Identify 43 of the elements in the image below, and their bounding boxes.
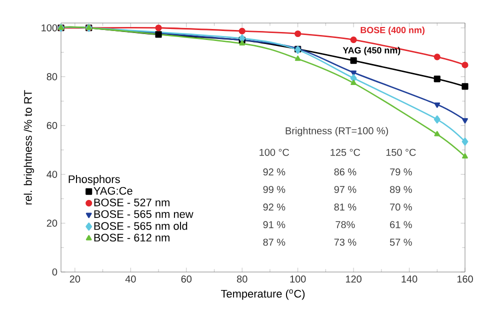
y-tick-label: 100 [42, 24, 58, 32]
annotation: 99 % [263, 186, 286, 194]
legend-title: Phosphors [68, 175, 120, 186]
x-tick-label: 20 [70, 276, 80, 283]
annotation: 100 °C [260, 148, 290, 156]
annotation: YAG (450 nm) [342, 46, 400, 56]
x-tick-label: 40 [125, 276, 136, 283]
annotation: 87 % [263, 238, 286, 246]
legend-label: BOSE - 612 nm [94, 234, 170, 242]
legend-label: YAG:Ce [94, 186, 132, 195]
annotation: 79 % [390, 168, 412, 176]
legend-label: BOSE - 565 nm new [94, 210, 194, 218]
x-tick-label: 100 [290, 276, 306, 283]
x-tick-label: 160 [457, 276, 473, 283]
x-tick-label: 120 [346, 276, 362, 283]
annotation: 91 % [263, 221, 286, 228]
annotation: 97 % [334, 186, 356, 194]
annotation: 92 % [263, 204, 286, 211]
annotation: 70 % [390, 204, 412, 211]
annotation: 61 % [390, 221, 412, 228]
y-tick-label: 0 [52, 268, 58, 276]
annotation: 89 % [390, 186, 412, 194]
annotation: 86 % [334, 168, 356, 176]
y-tick-label: 60 [46, 122, 58, 130]
x-axis-title: Temperature ($^{o}$C) [220, 289, 305, 300]
annotation: 78% [336, 221, 355, 228]
annotation: 73 % [334, 238, 356, 246]
y-axis-title: rel. brightness /% to RT [24, 90, 34, 204]
x-tick-label: 80 [237, 276, 248, 283]
y-tick-label: 20 [46, 220, 58, 227]
annotation: 81 % [334, 204, 356, 211]
annotation: 125 °C [330, 148, 360, 156]
annotation: Brightness (RT=100 %) [286, 126, 388, 136]
legend-label: BOSE - 527 nm [94, 198, 170, 206]
x-tick-label: 140 [402, 276, 418, 283]
x-tick-label: 60 [181, 276, 192, 283]
y-tick-label: 40 [46, 170, 58, 178]
annotation: BOSE (400 nm) [360, 26, 424, 35]
annotation: 150 °C [386, 148, 416, 156]
annotation: 92 % [263, 168, 286, 176]
annotation: 57 % [390, 238, 412, 246]
legend-label: BOSE - 565 nm old [94, 222, 188, 230]
y-tick-label: 80 [46, 73, 58, 80]
